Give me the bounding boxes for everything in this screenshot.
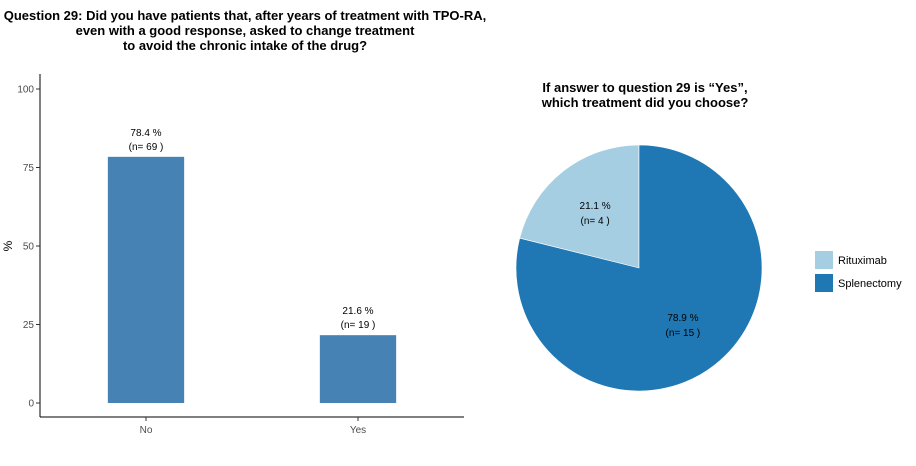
pie-label-pct: 21.1 % [580, 201, 611, 212]
bar-chart-title-line-1: Question 29: Did you have patients that,… [3, 8, 487, 23]
pie-chart-title-line-1: If answer to question 29 is “Yes”, [542, 80, 748, 95]
pie-slice-rituximab [519, 144, 640, 269]
y-tick-label: 25 [23, 320, 35, 331]
y-tick-label: 100 [17, 85, 34, 96]
bar-chart: 0 25 50 75 100% 78.4 % (n= 69 ) No 21.6 % (n= 19 … [1, 74, 464, 436]
pie-chart: 21.1 % (n= 4 ) 78.9 % (n= 15 ) [515, 144, 763, 392]
x-tick-label: No [140, 425, 153, 436]
legend-swatch-splenectomy [815, 274, 833, 292]
y-tick-label: 0 [28, 399, 34, 410]
bar-label-n: (n= 69 ) [129, 142, 164, 153]
pie-label-n: (n= 4 ) [581, 216, 610, 227]
pie-legend: Rituximab Splenectomy [815, 251, 902, 292]
bar-chart-title: Question 29: Did you have patients that,… [0, 8, 490, 53]
bar-yes [319, 335, 397, 403]
pie-chart-title: If answer to question 29 is “Yes”, which… [500, 80, 790, 110]
pie-label-n: (n= 15 ) [666, 328, 701, 339]
bar-chart-title-line-3: to avoid the chronic intake of the drug? [122, 38, 368, 53]
y-tick-label: 75 [23, 163, 35, 174]
pie-chart-title-line-2: which treatment did you choose? [541, 95, 749, 110]
pie-slice-splenectomy [515, 144, 763, 392]
bar-chart-title-line-2: even with a good response, asked to chan… [75, 23, 415, 38]
legend-label-splenectomy: Splenectomy [838, 278, 902, 290]
bar-label-pct: 78.4 % [130, 128, 161, 139]
x-tick-label: Yes [350, 425, 366, 436]
bar-label-pct: 21.6 % [342, 306, 373, 317]
y-axis-title: % [1, 240, 15, 251]
bar-label-n: (n= 19 ) [341, 320, 376, 331]
legend-swatch-rituximab [815, 251, 833, 269]
y-tick-label: 50 [23, 242, 35, 253]
legend-label-rituximab: Rituximab [838, 255, 887, 267]
bar-no [107, 156, 185, 403]
pie-label-pct: 78.9 % [667, 313, 698, 324]
